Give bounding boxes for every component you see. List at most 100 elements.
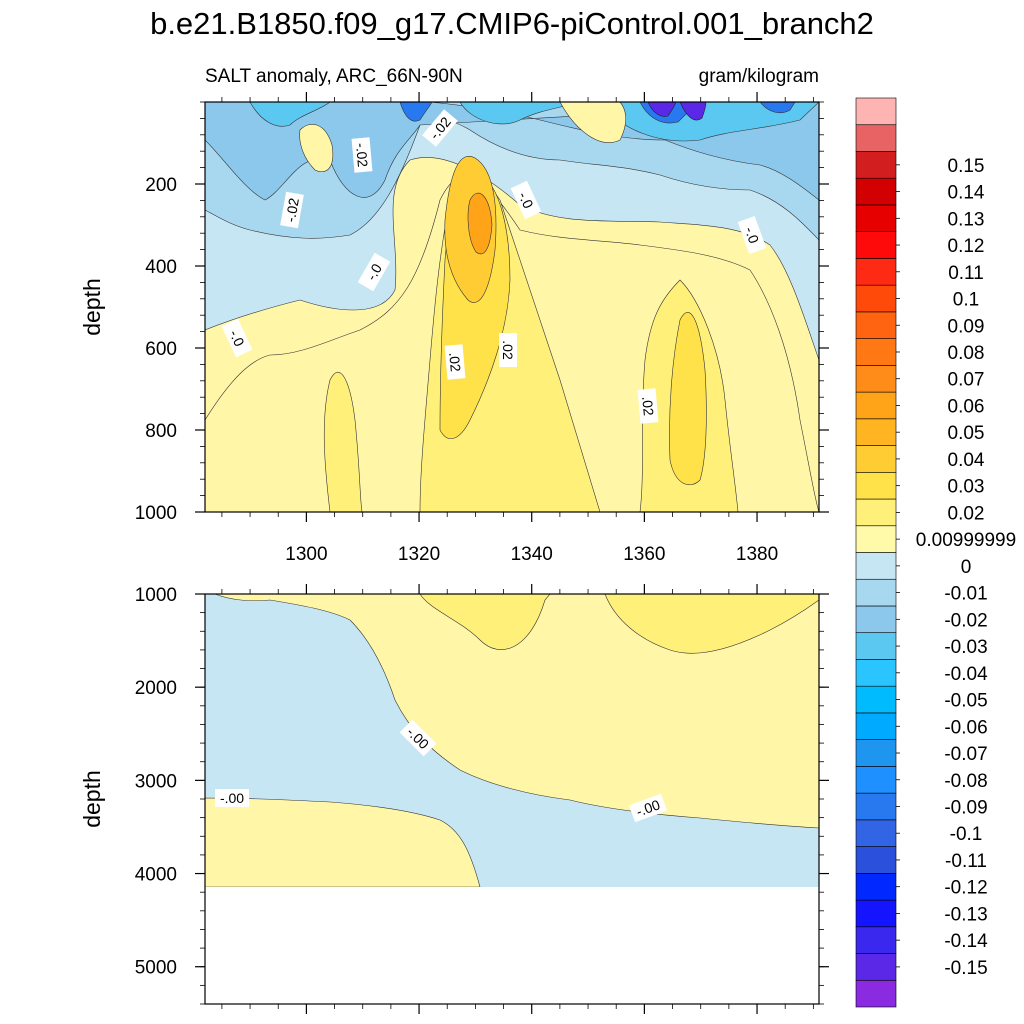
colorbar-label-25: 0.1: [953, 290, 979, 311]
bottom-contour-field: [205, 594, 819, 1004]
top-contour-label-text-3: -.0: [515, 189, 536, 211]
colorbar: -0.15 -0.14 -0.13 -0.12 -0.11 -0.1 -0.09 -0.08 -…: [855, 97, 1016, 1008]
fill-band-neg-14: [647, 102, 707, 121]
top-xtick-label-4: 1380: [736, 544, 778, 565]
colorbar-swatch-22: [855, 391, 897, 420]
colorbar-swatch-29: [855, 204, 897, 232]
top-contour-label-4: -.0: [357, 252, 391, 292]
top-contour-label-bg-5: [221, 318, 253, 358]
colorbar-label-30: 0.15: [948, 156, 985, 177]
subtitle-right: gram/kilogram: [699, 66, 819, 87]
colorbar-label-20: 0.05: [948, 423, 985, 444]
top-contour-label-text-1: -.02: [353, 142, 371, 168]
bottom-contour-label-text-2: -.00: [634, 796, 662, 819]
colorbar-swatch-28: [855, 231, 897, 259]
colorbar-swatch-25: [855, 311, 897, 339]
colorbar-label-7: -0.08: [944, 771, 987, 792]
bottom-contour-label-bg-0: [399, 719, 437, 757]
colorbar-swatch-16: [855, 552, 897, 580]
colorbar-label-9: -0.06: [944, 717, 987, 738]
colorbar-label-6: -0.09: [944, 797, 987, 818]
top-contour-label-bg-9: [637, 388, 659, 424]
bottom-ytick-label-3: 4000: [135, 865, 177, 886]
top-contour-label-bg-8: [499, 333, 517, 367]
colorbar-label-28: 0.13: [948, 209, 985, 230]
colorbar-swatch-3: [855, 899, 897, 928]
top-contour-label-text-4: -.0: [363, 261, 385, 283]
top-contour-label-text-6: -.0: [742, 225, 763, 246]
colorbar-label-1: -0.14: [944, 931, 988, 952]
chart-title: b.e21.B1850.f09_g17.CMIP6-piControl.001_…: [150, 6, 874, 41]
bottom-y-axis: 1000 2000 3000 4000 5000: [135, 585, 829, 1005]
colorbar-label-4: -0.11: [945, 851, 987, 872]
colorbar-label-13: -0.02: [944, 610, 987, 631]
colorbar-label-21: 0.06: [948, 396, 985, 417]
fill-band-pos-003: [439, 174, 707, 485]
top-y-axis: 200 400 600 800 1000: [135, 101, 829, 524]
colorbar-swatch-15: [855, 578, 897, 607]
top-contour-label-text-2: -.02: [282, 197, 302, 224]
fill-band-pos-005: [467, 193, 493, 255]
bottom-fill-pos-002: [419, 594, 819, 654]
colorbar-label-2: -0.13: [944, 904, 987, 925]
top-contour-label-bg-0: [422, 109, 458, 147]
bottom-contour-label-bg-1: [215, 789, 249, 807]
colorbar-swatch-10: [855, 712, 897, 740]
top-contour-label-bg-7: [444, 344, 466, 380]
colorbar-label-18: 0.03: [948, 477, 985, 498]
top-y-axis-label: depth: [79, 278, 105, 336]
top-contour-label-text-7: .02: [446, 352, 464, 373]
colorbar-swatch-27: [855, 258, 897, 286]
top-contour-label-1: -.02: [351, 137, 373, 173]
top-ytick-label-0: 200: [145, 175, 177, 196]
colorbar-swatch-8: [855, 766, 897, 794]
top-contour-labels: -.02-.02-.02 -.0-.0-.0-.0.02.02.02: [221, 109, 767, 424]
colorbar-label-11: -0.04: [944, 664, 988, 685]
bottom-contour-label-text-1: -.00: [220, 790, 244, 806]
colorbar-label-19: 0.04: [948, 450, 985, 471]
bottom-ytick-label-2: 3000: [135, 771, 177, 792]
top-contour-label-bg-4: [357, 252, 391, 292]
bottom-missing-region: [205, 887, 819, 1004]
colorbar-swatch-9: [855, 739, 897, 767]
colorbar-swatch-11: [855, 685, 897, 714]
colorbar-swatch-6: [855, 819, 897, 847]
top-contour-label-bg-1: [351, 137, 373, 173]
bottom-contour-label-1: -.00: [215, 789, 249, 807]
colorbar-swatch-33: [855, 97, 897, 126]
top-contour-label-text-8: .02: [500, 340, 516, 360]
bottom-ytick-label-1: 2000: [135, 678, 177, 699]
top-contour-label-6: -.0: [737, 215, 767, 255]
colorbar-label-15: 0: [961, 557, 972, 578]
bottom-contour-label-2: -.00: [628, 793, 668, 823]
colorbar-swatch-18: [855, 498, 897, 527]
colorbar-swatch-1: [855, 953, 897, 981]
colorbar-swatch-24: [855, 338, 897, 366]
colorbar-swatch-2: [855, 926, 897, 954]
colorbar-swatch-21: [855, 418, 897, 446]
bottom-ytick-label-4: 5000: [135, 958, 177, 979]
top-contour-label-bg-6: [737, 215, 767, 255]
top-x-axis: 1300 1320 1340 1360 1380: [221, 92, 814, 565]
colorbar-label-29: 0.14: [948, 183, 985, 204]
colorbar-label-27: 0.12: [948, 236, 985, 257]
colorbar-swatch-26: [855, 284, 897, 313]
top-contour-label-text-9: .02: [639, 396, 657, 417]
top-contour-label-7: .02: [444, 344, 466, 380]
colorbar-swatch-13: [855, 632, 897, 660]
colorbar-label-26: 0.11: [948, 263, 984, 284]
top-contour-label-text-5: -.0: [226, 327, 247, 349]
top-contour-field: [205, 102, 819, 512]
colorbar-swatch-23: [855, 365, 897, 393]
bottom-fill-pos-lower: [205, 797, 481, 888]
top-ytick-label-3: 800: [145, 421, 177, 442]
top-xtick-label-1: 1320: [398, 544, 440, 565]
colorbar-swatch-32: [855, 124, 897, 152]
colorbar-label-16: 0.00999999: [916, 530, 1016, 551]
bottom-y-axis-label: depth: [79, 770, 105, 828]
colorbar-label-14: -0.01: [944, 584, 987, 605]
colorbar-label-17: 0.02: [948, 503, 985, 524]
top-xtick-label-0: 1300: [285, 544, 327, 565]
